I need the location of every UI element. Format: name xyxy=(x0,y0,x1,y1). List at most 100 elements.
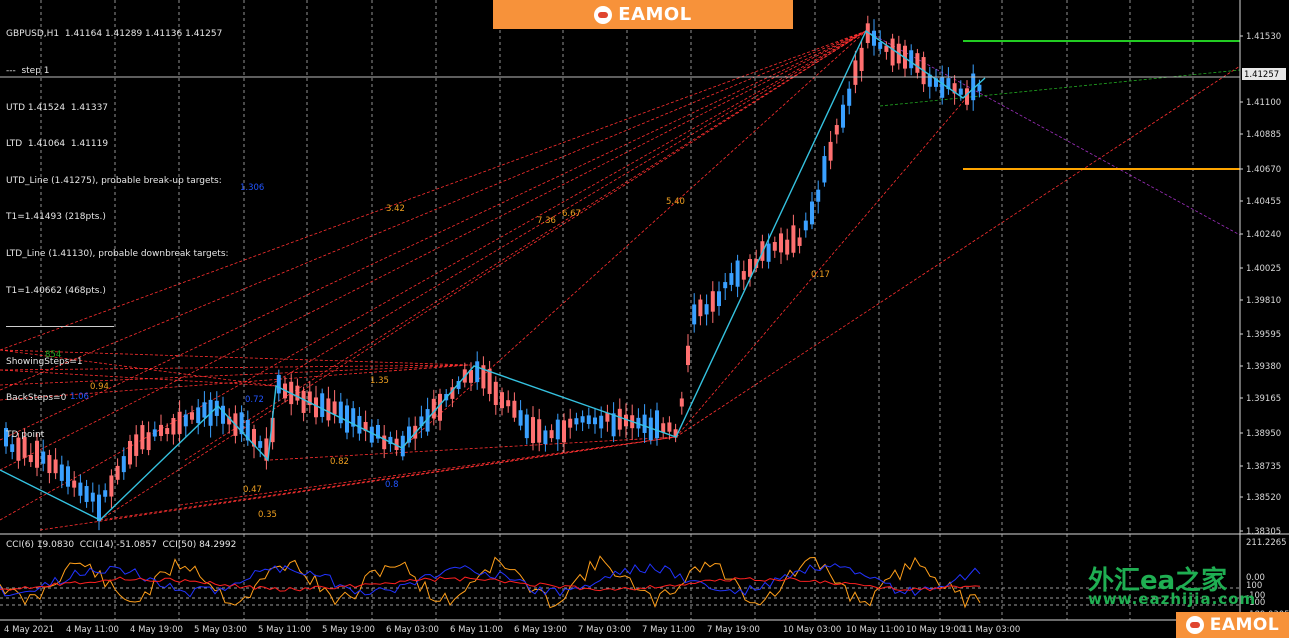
candle-body xyxy=(717,291,721,307)
candle-body xyxy=(121,456,126,473)
price-label: 1.39810 xyxy=(1246,296,1281,306)
time-label: 5 May 11:00 xyxy=(258,625,311,635)
candle-body xyxy=(729,273,734,285)
projection-ray xyxy=(0,30,867,351)
back-steps: BackSteps=0 xyxy=(6,393,67,404)
candle-body xyxy=(245,419,250,441)
candle-body xyxy=(183,414,188,427)
time-label: 6 May 19:00 xyxy=(514,625,567,635)
time-label: 4 May 19:00 xyxy=(130,625,183,635)
candle-body xyxy=(481,365,486,389)
time-label: 7 May 11:00 xyxy=(642,625,695,635)
time-label: 6 May 03:00 xyxy=(386,625,439,635)
candle-body xyxy=(369,426,374,443)
candle-body xyxy=(301,390,306,413)
time-label: 10 May 11:00 xyxy=(846,625,904,635)
price-label: 1.38950 xyxy=(1246,429,1281,439)
candle-body xyxy=(971,73,976,101)
target-lines xyxy=(963,40,1240,170)
candle-body xyxy=(326,398,331,421)
candle-body xyxy=(952,83,957,94)
ratio-label: 7.36 xyxy=(537,216,556,226)
candle-body xyxy=(66,466,70,487)
price-label: 1.41530 xyxy=(1246,32,1281,42)
showing-steps: ShowingSteps=1 xyxy=(6,356,83,367)
candle-body xyxy=(692,304,697,325)
candle-body xyxy=(90,492,95,502)
candle-body xyxy=(252,428,256,447)
projection-rays xyxy=(0,30,1241,531)
eamol-logo-icon xyxy=(594,5,613,24)
projection-ray xyxy=(0,30,867,391)
current-price-label: 1.41257 xyxy=(1244,70,1279,80)
candle-body xyxy=(407,426,411,443)
cci-axis-label: 0.00 xyxy=(1246,573,1265,583)
candle-body xyxy=(270,417,275,443)
candle-body xyxy=(872,30,876,46)
candle-body xyxy=(915,53,920,73)
cci50-line xyxy=(0,576,981,592)
candle-body xyxy=(382,435,387,450)
candle-body xyxy=(10,444,15,452)
utd-target-line: UTD_Line (1.41275), probable break-up ta… xyxy=(6,175,222,186)
eamol-top-banner[interactable]: EAMOL xyxy=(493,0,793,29)
candle-body xyxy=(357,415,362,434)
candle-body xyxy=(642,414,647,433)
time-label: 7 May 19:00 xyxy=(707,625,760,635)
candle-body xyxy=(698,299,703,317)
candle-body xyxy=(128,440,132,465)
candle-body xyxy=(295,385,300,401)
projection-ray xyxy=(0,364,471,401)
ratio-label: 5.40 xyxy=(666,197,685,207)
symbol-line: GBPUSD,H1 1.41164 1.41289 1.41136 1.4125… xyxy=(6,29,223,40)
ratio-annotations: 1.306 3.42 7.36 6.67 5.40 0.17 854 0.941.06 1.35… xyxy=(45,183,830,520)
price-label: 1.38520 xyxy=(1246,493,1281,503)
candle-body xyxy=(934,78,938,87)
candle-body xyxy=(958,88,963,95)
eamol-logo-icon xyxy=(1185,616,1204,634)
chart-grid xyxy=(40,0,1194,620)
time-label: 10 May 03:00 xyxy=(783,625,841,635)
candle-body xyxy=(475,361,480,383)
ratio-label: 854 xyxy=(45,350,61,360)
ratio-label: 0.17 xyxy=(811,270,830,280)
candle-body xyxy=(735,260,740,287)
candle-body xyxy=(28,454,33,463)
price-label: 1.40240 xyxy=(1246,230,1281,240)
candle-body xyxy=(797,237,802,246)
eamol-bottom-banner[interactable]: EAMOL xyxy=(1176,612,1289,638)
projection-ray xyxy=(0,369,277,387)
candle-body xyxy=(227,416,232,425)
ratio-label: 0.72 xyxy=(245,395,264,405)
projection-ray xyxy=(0,364,471,386)
candle-body xyxy=(307,391,312,406)
ratio-label: 1.306 xyxy=(240,183,264,193)
candle-body xyxy=(146,432,151,451)
candle-body xyxy=(884,45,889,52)
candle-body xyxy=(500,392,504,409)
candle-body xyxy=(419,416,424,427)
td-point: TD point xyxy=(6,429,45,440)
candle-body xyxy=(927,74,932,87)
candle-body xyxy=(351,408,356,427)
cci-indicator xyxy=(0,555,1240,609)
candle-body xyxy=(469,369,473,383)
candle-body xyxy=(59,464,64,481)
candle-body xyxy=(22,437,27,458)
candle-body xyxy=(940,76,945,98)
time-label: 4 May 2021 xyxy=(4,625,54,635)
candle-body xyxy=(394,438,399,451)
candle-body xyxy=(140,425,145,450)
projection-ray xyxy=(179,436,677,506)
candle-body xyxy=(264,438,269,461)
candle-body xyxy=(72,480,77,488)
cci-axis-label: -100 xyxy=(1246,598,1265,608)
time-label: 5 May 19:00 xyxy=(322,625,375,635)
ltd-target-line: LTD_Line (1.41130), probable downbreak t… xyxy=(6,248,229,259)
candle-body xyxy=(779,233,783,253)
ltd-line: LTD 1.41064 1.41119 xyxy=(6,139,109,150)
candle-body xyxy=(562,420,566,443)
candle-body xyxy=(134,434,139,456)
